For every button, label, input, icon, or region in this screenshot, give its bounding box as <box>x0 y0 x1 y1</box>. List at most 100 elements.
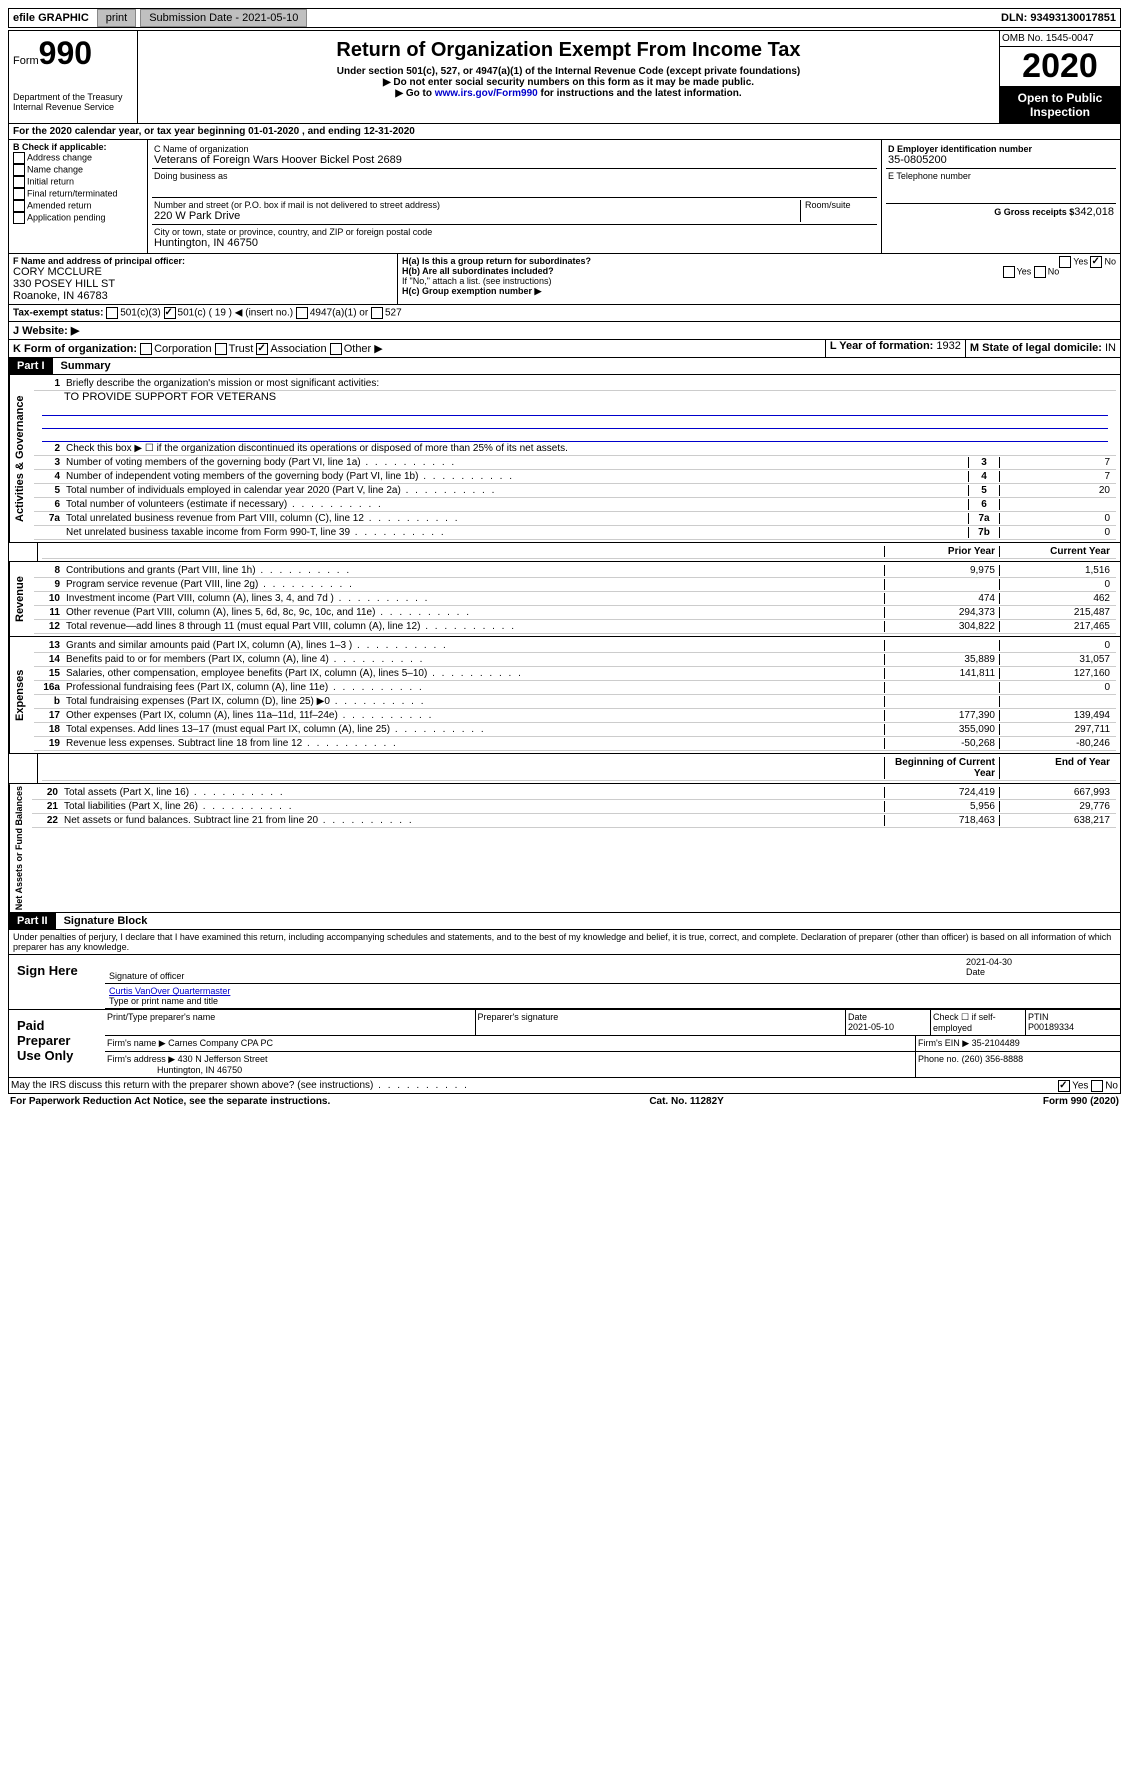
assoc-checkbox[interactable] <box>256 343 268 355</box>
gov-section-label: Activities & Governance <box>9 375 30 542</box>
print-button[interactable]: print <box>97 9 136 27</box>
prep-date: 2021-05-10 <box>848 1022 894 1032</box>
current-val <box>999 696 1114 707</box>
state-domicile: IN <box>1105 342 1116 354</box>
527-checkbox[interactable] <box>371 307 383 319</box>
501c3-checkbox[interactable] <box>106 307 118 319</box>
line-desc: Number of voting members of the governin… <box>66 457 968 468</box>
amended-checkbox[interactable] <box>13 200 25 212</box>
line-val: 0 <box>999 513 1114 524</box>
org-name: Veterans of Foreign Wars Hoover Bickel P… <box>154 154 875 166</box>
goto-post: for instructions and the latest informat… <box>538 88 742 99</box>
a-line: For the 2020 calendar year, or tax year … <box>9 124 419 139</box>
current-year-hdr: Current Year <box>999 546 1114 557</box>
tax-year: 2020 <box>1000 47 1120 87</box>
discuss-label: May the IRS discuss this return with the… <box>11 1080 469 1091</box>
begin-year-hdr: Beginning of Current Year <box>884 757 999 779</box>
form990-link[interactable]: www.irs.gov/Form990 <box>435 88 538 99</box>
sig-date: 2021-04-30 <box>966 957 1116 967</box>
j-label: J Website: ▶ <box>9 322 83 339</box>
prior-val <box>884 696 999 707</box>
prior-val: 355,090 <box>884 724 999 735</box>
name-change-checkbox[interactable] <box>13 164 25 176</box>
corp-checkbox[interactable] <box>140 343 152 355</box>
ein: 35-0805200 <box>888 154 1114 166</box>
line-box: 6 <box>968 499 999 510</box>
part2-header: Part II <box>9 913 56 929</box>
part1-header: Part I <box>9 358 53 374</box>
current-val: 0 <box>999 640 1114 651</box>
prior-val: 294,373 <box>884 607 999 618</box>
subtitle-2: ▶ Do not enter social security numbers o… <box>142 77 995 88</box>
line-box: 3 <box>968 457 999 468</box>
initial-return-checkbox[interactable] <box>13 176 25 188</box>
prior-val: 724,419 <box>884 787 999 798</box>
prior-val: 177,390 <box>884 710 999 721</box>
dept-label: Department of the Treasury Internal Reve… <box>13 92 133 112</box>
trust-checkbox[interactable] <box>215 343 227 355</box>
line-val <box>999 499 1114 510</box>
form-label: Form <box>13 55 39 67</box>
rev-section-label: Revenue <box>9 562 30 636</box>
ha-yes-checkbox[interactable] <box>1059 256 1071 268</box>
prior-val: 304,822 <box>884 621 999 632</box>
prior-val <box>884 682 999 693</box>
prior-val: -50,268 <box>884 738 999 749</box>
firm-phone: (260) 356-8888 <box>962 1054 1024 1064</box>
line-box: 7a <box>968 513 999 524</box>
section-b: B Check if applicable: Address change Na… <box>9 140 148 253</box>
line-val: 0 <box>999 527 1114 538</box>
current-val: 0 <box>999 682 1114 693</box>
efile-label: efile GRAPHIC <box>9 10 93 26</box>
line-desc: Total revenue—add lines 8 through 11 (mu… <box>66 621 884 632</box>
hb-yes-checkbox[interactable] <box>1003 266 1015 278</box>
final-return-checkbox[interactable] <box>13 188 25 200</box>
ptin: P00189334 <box>1028 1022 1074 1032</box>
officer-print-name: Curtis VanOver Quartermaster <box>109 986 1116 996</box>
line-desc: Contributions and grants (Part VIII, lin… <box>66 565 884 576</box>
gross-receipts: 342,018 <box>1074 206 1114 218</box>
k-label: K Form of organization: <box>13 343 137 355</box>
line-val: 20 <box>999 485 1114 496</box>
addr-label: Number and street (or P.O. box if mail i… <box>154 200 800 210</box>
line-box: 5 <box>968 485 999 496</box>
other-checkbox[interactable] <box>330 343 342 355</box>
sig-officer-label: Signature of officer <box>109 971 184 981</box>
part1-title: Summary <box>53 358 1120 374</box>
footer-right: Form 990 (2020) <box>1043 1096 1119 1107</box>
current-val: 217,465 <box>999 621 1114 632</box>
line-desc: Total assets (Part X, line 16) <box>64 787 884 798</box>
city-label: City or town, state or province, country… <box>154 227 875 237</box>
mission: TO PROVIDE SUPPORT FOR VETERANS <box>34 391 1116 403</box>
4947-checkbox[interactable] <box>296 307 308 319</box>
current-val: 215,487 <box>999 607 1114 618</box>
hc-label: H(c) Group exemption number ▶ <box>402 286 1116 297</box>
officer-addr1: 330 POSEY HILL ST <box>13 278 393 290</box>
discuss-no-checkbox[interactable] <box>1091 1080 1103 1092</box>
print-name-label: Print/Type preparer's name <box>105 1010 476 1035</box>
pending-checkbox[interactable] <box>13 212 25 224</box>
form-number: 990 <box>39 35 92 71</box>
address-change-checkbox[interactable] <box>13 152 25 164</box>
f-label: F Name and address of principal officer: <box>13 256 393 266</box>
omb-number: OMB No. 1545-0047 <box>1000 31 1120 47</box>
discuss-yes-checkbox[interactable] <box>1058 1080 1070 1092</box>
line-desc: Net unrelated business taxable income fr… <box>66 527 968 538</box>
prior-val: 5,956 <box>884 801 999 812</box>
date-label: Date <box>966 967 985 977</box>
goto-pre: ▶ Go to <box>395 88 434 99</box>
hb-no-checkbox[interactable] <box>1034 266 1046 278</box>
street-address: 220 W Park Drive <box>154 210 800 222</box>
firm-addr: 430 N Jefferson Street <box>178 1054 268 1064</box>
line-desc: Total unrelated business revenue from Pa… <box>66 513 968 524</box>
l-label: L Year of formation: <box>830 340 934 352</box>
501c-checkbox[interactable] <box>164 307 176 319</box>
line-desc: Revenue less expenses. Subtract line 18 … <box>66 738 884 749</box>
line-desc: Other revenue (Part VIII, column (A), li… <box>66 607 884 618</box>
current-val: 31,057 <box>999 654 1114 665</box>
footer-left: For Paperwork Reduction Act Notice, see … <box>10 1096 330 1107</box>
ha-no-checkbox[interactable] <box>1090 256 1102 268</box>
officer-addr2: Roanoke, IN 46783 <box>13 290 393 302</box>
line-desc: Total liabilities (Part X, line 26) <box>64 801 884 812</box>
name-title-label: Type or print name and title <box>109 996 218 1006</box>
